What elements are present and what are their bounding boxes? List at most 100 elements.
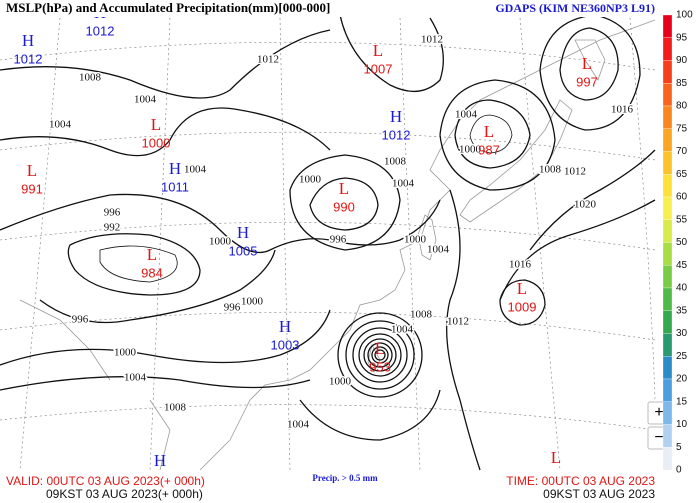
colorbar-tick: 40 <box>676 283 688 294</box>
colorbar-swatch <box>662 242 673 266</box>
colorbar-swatch <box>662 60 673 84</box>
colorbar-tick: 15 <box>676 396 688 407</box>
colorbar-swatch <box>662 378 673 402</box>
center-pressure: 1012 <box>382 127 411 142</box>
colorbar-swatch <box>662 287 673 311</box>
isobar-label: 1000 <box>404 234 427 246</box>
center-symbol: H <box>22 31 34 50</box>
center-symbol: L <box>375 339 385 358</box>
zoom-out-label[interactable]: − <box>654 429 663 446</box>
footer-bg <box>0 472 699 503</box>
model-name: GDAPS (KIM NE360NP3 L91) <box>495 1 655 15</box>
center-symbol: L <box>484 122 494 141</box>
precip-note: Precip. > 0.5 mm <box>312 473 378 483</box>
center-symbol: H <box>237 223 249 242</box>
isobar-label: 1000 <box>241 296 264 308</box>
colorbar-tick: 0 <box>676 465 682 476</box>
center-pressure: 1003 <box>271 337 300 352</box>
typhoon <box>337 312 423 398</box>
colorbar-swatch <box>662 128 673 152</box>
center-pressure: 997 <box>576 74 598 89</box>
isobars <box>0 14 656 471</box>
colorbar-swatch <box>662 447 673 471</box>
colorbar-tick: 30 <box>676 328 688 339</box>
colorbar-tick: 100 <box>676 10 693 21</box>
center-pressure: 1005 <box>229 243 258 258</box>
center-symbol: L <box>551 448 561 467</box>
center-pressure: 1000 <box>142 135 171 150</box>
init-kst: 09KST 03 AUG 2023 <box>543 487 655 501</box>
isobar-label: 1004 <box>287 419 310 431</box>
center-pressure: 990 <box>333 199 355 214</box>
isobar-label: 1004 <box>455 109 478 121</box>
colorbar-swatch <box>662 356 673 380</box>
colorbar-swatch <box>662 424 673 448</box>
isobar-label: 996 <box>224 302 241 314</box>
isobar-label: 1004 <box>392 178 415 190</box>
isobar-label: 1004 <box>391 324 414 336</box>
colorbar-swatch <box>662 265 673 289</box>
isobar-label: 1020 <box>574 199 597 211</box>
isobar-label: 1008 <box>164 402 187 414</box>
center-symbol: L <box>339 179 349 198</box>
colorbar-tick: 65 <box>676 169 688 180</box>
center-pressure: 984 <box>141 265 163 280</box>
center-symbol: L <box>582 54 592 73</box>
colorbar-tick: 10 <box>676 419 688 430</box>
isobar-label: 1012 <box>447 316 469 328</box>
isobar-label: 996 <box>330 234 347 246</box>
isobar-label: 1004 <box>184 164 207 176</box>
isobar-label: 1016 <box>611 104 634 116</box>
center-symbol: L <box>147 245 157 264</box>
map-grid <box>0 17 656 471</box>
valid-kst: 09KST 03 AUG 2023(+ 000h) <box>46 487 203 501</box>
colorbar-tick: 70 <box>676 146 688 157</box>
center-symbol: L <box>517 279 527 298</box>
center-symbol: L <box>27 161 37 180</box>
colorbar-swatch <box>662 401 673 425</box>
colorbar-swatch <box>662 151 673 175</box>
center-symbol: L <box>373 41 383 60</box>
center-pressure: 987 <box>478 142 500 157</box>
colorbar-swatch <box>662 310 673 334</box>
colorbar-tick: 85 <box>676 78 688 89</box>
isobar-label: 1008 <box>539 164 562 176</box>
center-pressure: 1012 <box>86 23 115 38</box>
zoom-in-label[interactable]: + <box>654 404 663 421</box>
center-pressure: 1009 <box>508 299 537 314</box>
colorbar-tick: 45 <box>676 260 688 271</box>
isobar-label: 992 <box>104 222 121 234</box>
valid-time: VALID: 00UTC 03 AUG 2023(+ 000h) <box>6 474 205 488</box>
colorbar-tick: 5 <box>676 442 682 453</box>
isobar-label: 996 <box>104 207 121 219</box>
colorbar-swatch <box>662 83 673 107</box>
isobar-label: 1008 <box>410 309 433 321</box>
isobar-label: 1004 <box>427 244 450 256</box>
colorbar-tick: 95 <box>676 32 688 43</box>
colorbar-swatch <box>662 37 673 61</box>
isobar-label: 1004 <box>124 372 147 384</box>
colorbar-tick: 60 <box>676 192 688 203</box>
isobar-label: 996 <box>72 314 89 326</box>
center-symbol: L <box>151 115 161 134</box>
center-pressure: 1011 <box>161 179 189 194</box>
isobar-label: 1000 <box>329 376 352 388</box>
center-symbol: H <box>169 159 181 178</box>
center-pressure: 1007 <box>364 61 393 76</box>
colorbar-tick: 90 <box>676 55 688 66</box>
isobar-label: 1012 <box>257 54 279 66</box>
isobar-label: 1000 <box>299 174 322 186</box>
isobar-label: 1012 <box>421 34 443 46</box>
colorbar-swatch <box>662 196 673 220</box>
isobar-label: 1008 <box>384 156 407 168</box>
colorbar-tick: 50 <box>676 237 688 248</box>
colorbar-tick: 55 <box>676 214 688 225</box>
isobar-label: 1008 <box>79 72 102 84</box>
center-pressure: 1012 <box>14 51 43 66</box>
colorbar-tick: 75 <box>676 123 688 134</box>
init-time: TIME: 00UTC 03 AUG 2023 <box>506 474 655 488</box>
colorbar-swatch <box>662 14 673 38</box>
center-pressure: 953 <box>369 359 391 374</box>
